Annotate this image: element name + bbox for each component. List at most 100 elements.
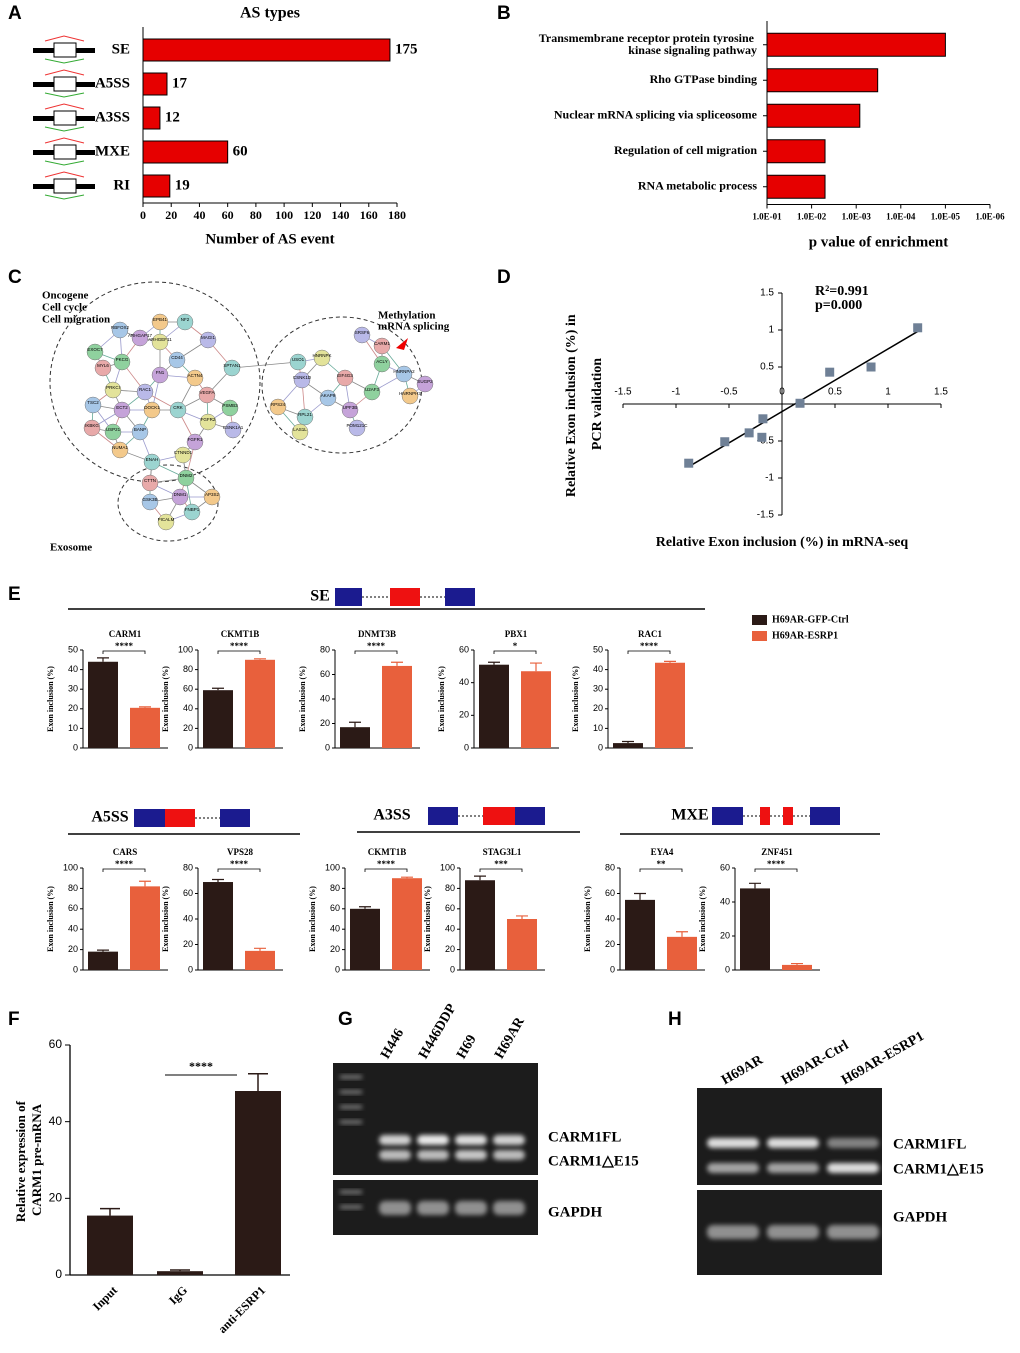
y-tick-label: 20 — [445, 944, 455, 954]
node-label: GSK3B — [142, 497, 157, 502]
y-tick-label: 0 — [450, 964, 455, 974]
node-label: PRKCI — [106, 385, 120, 390]
bar — [782, 964, 812, 970]
node-label: HNRNPA2 — [393, 369, 415, 374]
y-tick-label: 80 — [68, 883, 78, 893]
exon — [810, 807, 840, 825]
x-tick-label: 80 — [250, 208, 262, 222]
significance-bracket — [479, 868, 523, 872]
x-tick-label: Input — [90, 1283, 120, 1313]
bar — [350, 908, 380, 970]
point — [720, 437, 730, 447]
band-label: GAPDH — [548, 1204, 602, 1220]
lane-label: H69AR — [719, 1052, 766, 1088]
significance-bracket — [102, 650, 146, 654]
panel-title: DNMT3B — [358, 629, 396, 639]
node-label: NUMA1 — [112, 445, 128, 450]
y-tick-label: 20 — [183, 939, 193, 949]
as-icon — [44, 126, 85, 132]
legend-swatch — [752, 615, 767, 625]
cluster-label: Oncogene — [42, 290, 89, 302]
significance-label: *** — [494, 859, 508, 869]
point — [684, 458, 694, 468]
y-tick-label: 20 — [605, 939, 615, 949]
lane-label: H446 — [378, 1026, 407, 1061]
node — [353, 326, 371, 344]
node-label: EXOC7 — [87, 347, 103, 352]
bar — [142, 140, 229, 164]
node — [183, 503, 201, 521]
node — [143, 453, 161, 471]
node — [198, 386, 216, 404]
node — [373, 355, 391, 373]
error-bar — [254, 658, 266, 660]
y-tick-label: 20 — [49, 1191, 63, 1205]
as-icon — [44, 160, 85, 166]
y-tick-label: 20 — [720, 930, 730, 940]
node-label: AKAP9 — [321, 393, 336, 398]
x-tick-label: 180 — [388, 208, 406, 222]
node-label: MAGI1 — [201, 335, 216, 340]
node-label: BANP — [134, 427, 146, 432]
error-bar — [254, 947, 266, 951]
y-tick-label: 100 — [63, 862, 78, 872]
bar — [142, 106, 161, 130]
node — [269, 398, 287, 416]
bar — [625, 899, 655, 970]
node-label: RPS24 — [271, 402, 286, 407]
node-label: NF2 — [181, 317, 190, 322]
node — [363, 383, 381, 401]
point — [913, 323, 923, 333]
exon — [220, 809, 250, 827]
category-label: Nuclear mRNA splicing via spliceosome — [554, 108, 758, 122]
node-label: EIF4G3 — [337, 373, 353, 378]
node — [199, 331, 217, 349]
point — [744, 428, 754, 438]
x-tick-label: -0.5 — [720, 387, 738, 398]
bar — [740, 888, 770, 970]
bar — [235, 1091, 281, 1275]
significance-label: **** — [767, 859, 786, 869]
y-axis-label: Exon inclusion (%) — [46, 666, 55, 732]
node-label: PICALM — [158, 517, 175, 522]
bar — [245, 659, 275, 748]
node-label: RPL21 — [298, 412, 312, 417]
bar — [465, 880, 495, 970]
y-tick-label: 0 — [325, 742, 330, 752]
y-tick-label: 20 — [459, 710, 469, 720]
gel-band — [707, 1138, 759, 1148]
gel-band — [455, 1201, 487, 1215]
node — [151, 366, 169, 384]
node — [168, 351, 186, 369]
category-label: Rho GTPase binding — [650, 72, 757, 86]
node-label: HNRNPH3 — [399, 391, 421, 396]
panel-letter: B — [497, 3, 511, 24]
node-label: ACLY — [376, 359, 387, 364]
node-label: ARHGAP17 — [128, 333, 153, 338]
node — [141, 474, 159, 492]
lane-label: H69AR-Ctrl — [779, 1038, 851, 1088]
cluster-label: Exosome — [50, 542, 92, 554]
x-tick-label: -1 — [672, 387, 681, 398]
bar — [142, 38, 391, 62]
error-bar — [474, 875, 486, 881]
node-label: ARHGEF11 — [148, 337, 172, 342]
x-axis-label: p value of enrichment — [809, 234, 949, 250]
significance-bracket — [364, 868, 408, 872]
bar — [479, 664, 509, 748]
y-tick-label: 80 — [605, 862, 615, 872]
bar — [88, 661, 118, 748]
node-label: CSNK1A1 — [223, 425, 244, 430]
bar — [766, 68, 879, 93]
x-tick-label: 1.0E-03 — [842, 212, 872, 222]
legend-swatch — [752, 631, 767, 641]
gel-band — [379, 1201, 411, 1215]
y-tick-label: -1 — [765, 473, 774, 484]
bar — [766, 32, 946, 57]
node-label: DOCK1 — [144, 405, 160, 410]
node-label: AP3S2 — [205, 492, 220, 497]
node — [401, 387, 419, 405]
band-label: CARM1△E15 — [548, 1153, 639, 1169]
node — [131, 423, 149, 441]
exon — [515, 807, 545, 825]
